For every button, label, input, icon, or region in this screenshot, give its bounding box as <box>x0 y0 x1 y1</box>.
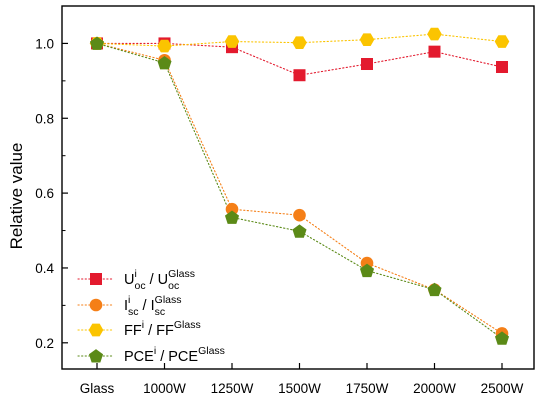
data-point-series-3 <box>494 35 510 48</box>
data-point-series-4 <box>224 210 240 224</box>
data-point-series-4 <box>494 331 510 345</box>
data-point-series-1 <box>361 58 373 71</box>
data-point-series-3 <box>292 36 307 49</box>
y-tick-label: 0.2 <box>35 336 54 351</box>
data-point-series-1 <box>428 45 441 58</box>
series-line-2 <box>96 42 503 335</box>
series-markers <box>89 27 510 345</box>
y-tick-label: 0.8 <box>35 111 54 126</box>
data-point-series-2 <box>293 208 306 222</box>
data-point-series-3 <box>157 39 172 53</box>
data-point-series-4 <box>359 263 375 278</box>
data-point-series-1 <box>496 60 508 73</box>
y-tick-label: 0.4 <box>35 261 54 276</box>
legend-marker <box>89 298 103 312</box>
x-tick-label: 2000W <box>413 381 456 396</box>
legend-label: PCEi / PCEGlass <box>124 345 225 365</box>
data-point-series-4 <box>292 224 307 238</box>
x-tick-label: 1500W <box>278 381 321 396</box>
plot-frame <box>61 5 535 370</box>
y-tick-label: 1.0 <box>35 36 54 51</box>
data-point-series-2 <box>225 202 239 216</box>
x-tick-label: 1750W <box>346 381 389 396</box>
data-point-series-3 <box>224 35 240 48</box>
legend-marker <box>88 349 104 363</box>
x-tick-label: 2500W <box>481 381 524 396</box>
legend-label: FFi / FFGlass <box>124 319 201 339</box>
legend-label: Ui oc / UGlass oc <box>124 268 195 292</box>
x-tick-label: 1250W <box>211 381 254 396</box>
y-axis-title: Relative value <box>7 143 26 250</box>
axes: 0.2 0.4 0.6 0.8 1.0 Glass 1000W 1250W 1500W 1750W… <box>35 5 535 396</box>
data-point-series-3 <box>427 27 442 41</box>
data-point-series-4 <box>427 282 442 297</box>
data-point-series-3 <box>359 33 375 46</box>
data-point-series-1 <box>293 69 306 82</box>
x-tick-label: Glass <box>80 381 115 396</box>
data-point-series-4 <box>157 55 172 70</box>
y-tick-label: 0.6 <box>35 186 54 201</box>
legend-marker <box>88 323 104 337</box>
x-tick-label: 1000W <box>143 381 186 396</box>
data-point-series-4 <box>89 36 105 50</box>
legend-label: Ii sc / IGlass sc <box>124 294 182 318</box>
legend-marker <box>90 273 102 285</box>
